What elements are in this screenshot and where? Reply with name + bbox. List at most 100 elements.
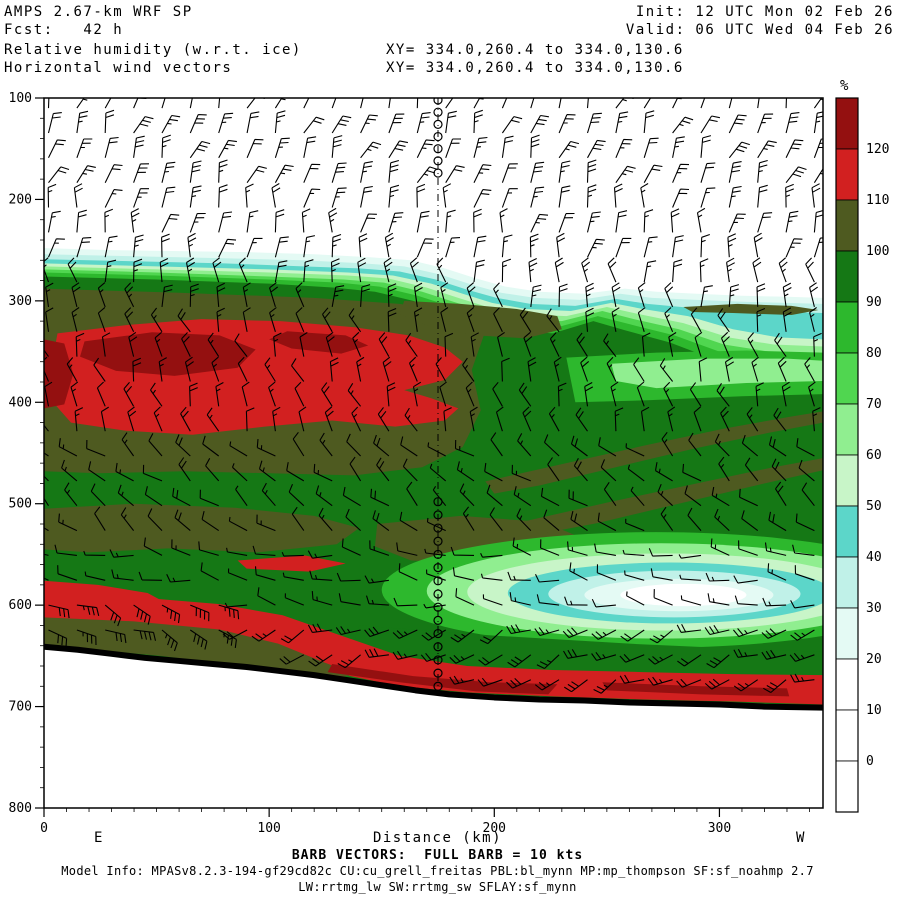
wind-barb (133, 258, 143, 283)
wind-barb (133, 629, 157, 641)
wind-barb (636, 381, 645, 407)
wind-barb (130, 208, 140, 233)
x-tick-label: 0 (40, 821, 48, 836)
wind-barb (650, 568, 673, 581)
model-info-line: Model Info: MPASv8.2.3-194-gf29cd82c CU:… (61, 864, 814, 878)
wind-barb (663, 381, 674, 407)
wind-barb (180, 406, 191, 432)
xy-range-1: XY= 334.0,260.4 to 334.0,130.6 (386, 42, 684, 58)
wind-barb (679, 574, 702, 581)
wind-barb (530, 284, 542, 307)
wind-barb (101, 332, 111, 357)
wind-barb (493, 282, 503, 308)
cross-section-reference (433, 98, 443, 694)
wind-barb (228, 516, 248, 532)
wind-barb (558, 283, 568, 307)
wind-barb (690, 307, 702, 333)
wind-barb (218, 159, 228, 183)
wind-barb (284, 593, 305, 606)
dry-slot-core-white (620, 583, 747, 607)
wind-barb (728, 213, 746, 233)
wind-barb (728, 161, 742, 183)
wind-barb (563, 649, 588, 659)
init-time: Init: 12 UTC Mon 02 Feb 26 (635, 4, 894, 20)
wind-barb (473, 164, 492, 183)
wind-barb (763, 679, 787, 693)
wind-barb (303, 136, 317, 158)
wind-barb (445, 209, 456, 233)
wind-barb (90, 483, 106, 507)
darkred-surface-1 (327, 663, 558, 695)
contour-field (44, 98, 823, 808)
wind-barb (115, 462, 134, 482)
x-axis-title: Distance (km) (372, 830, 503, 846)
wind-barb (86, 439, 106, 457)
calm-wind-circle (433, 576, 443, 586)
wind-barb (206, 407, 220, 432)
overlay-title: Horizontal wind vectors (4, 60, 233, 76)
wind-barb (264, 357, 276, 382)
wind-barb (615, 210, 628, 233)
wind-barb (580, 356, 590, 382)
wind-barb (657, 483, 673, 507)
wind-barb (369, 540, 390, 556)
wind-barb (246, 165, 267, 184)
wind-barb (640, 406, 650, 432)
wind-barb (256, 439, 276, 457)
wind-barb (567, 541, 588, 556)
wind-barb (382, 356, 392, 382)
wind-barb (672, 98, 682, 109)
wind-barb (291, 358, 305, 382)
wind-barb (280, 629, 305, 644)
wind-barb (454, 439, 475, 457)
wind-barb (171, 539, 191, 556)
wind-barb (600, 459, 617, 482)
wind-barb (575, 407, 588, 432)
wind-barb (318, 507, 333, 531)
wind-barb (150, 307, 163, 333)
wind-barb (47, 183, 57, 208)
east-end-label: E (94, 830, 104, 846)
wind-barb (133, 116, 154, 134)
wind-barb (364, 626, 390, 638)
wind-barb (274, 110, 286, 134)
wind-barb (534, 627, 560, 637)
wind-barb (207, 332, 220, 357)
wind-barb (44, 349, 49, 357)
wind-barb (450, 629, 475, 643)
wind-barb (143, 537, 163, 556)
wind-barb (133, 604, 151, 625)
wind-barb (469, 406, 478, 432)
colorbar-segment (835, 760, 859, 813)
wind-barb (543, 434, 560, 457)
wind-barb (335, 626, 361, 636)
wind-barb (161, 284, 173, 307)
red-small-mid (237, 555, 346, 572)
wind-barb (356, 356, 365, 382)
wind-barb (109, 549, 134, 558)
wind-barb (388, 184, 400, 208)
wind-barb (342, 486, 361, 507)
wind-barb (184, 356, 194, 382)
wind-barb (738, 540, 758, 556)
wind-barb (790, 673, 815, 683)
wind-barb (365, 595, 389, 606)
wind-barb (47, 238, 65, 258)
wind-barb (351, 406, 362, 432)
wind-barb (268, 381, 276, 407)
wind-barb (303, 259, 314, 283)
wind-barb (331, 162, 347, 183)
wind-barb (416, 183, 426, 208)
wind-barb (615, 237, 632, 258)
wind-barb (429, 463, 447, 482)
wind-barb (744, 457, 759, 482)
wind-barb (200, 562, 219, 581)
wind-barb (790, 600, 815, 609)
wind-barb (501, 234, 513, 258)
wind-barb (501, 135, 514, 158)
wind-barb (603, 481, 617, 507)
wind-barb (785, 210, 799, 233)
calm-wind-circle (433, 563, 443, 573)
wind-barb (245, 183, 254, 208)
